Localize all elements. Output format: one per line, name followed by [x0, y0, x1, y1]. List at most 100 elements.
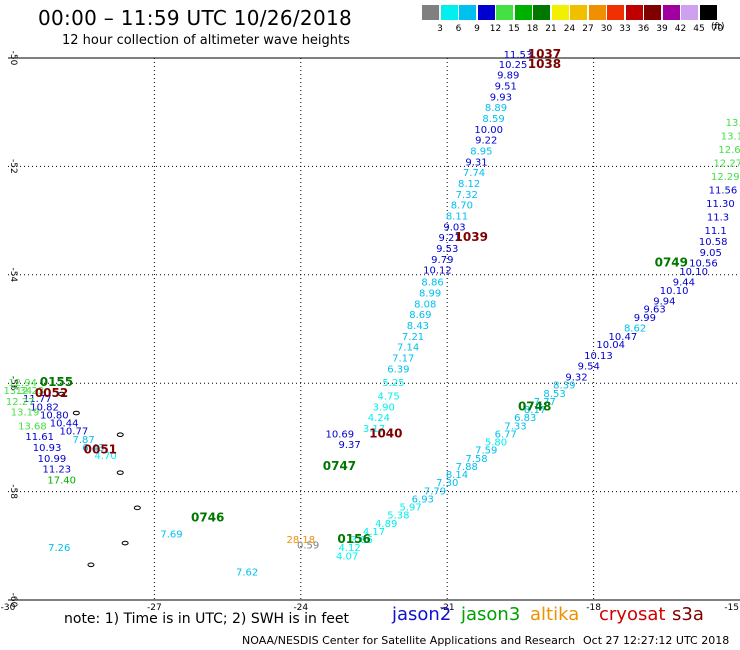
wave-height-label: 7.69: [160, 530, 182, 541]
pass-id-label: 0749: [655, 256, 688, 270]
wave-height-label: 13.20: [726, 118, 740, 129]
wave-height-label: 10.93: [33, 443, 62, 454]
x-tick-label: -27: [147, 603, 162, 613]
island-shape: [116, 432, 124, 437]
legend-s3a: s3a: [672, 604, 704, 625]
wave-height-label: 4.07: [336, 551, 358, 562]
wave-height-label: 12.27: [6, 397, 35, 408]
wave-height-label: 10.99: [38, 454, 67, 465]
wave-height-label: 9.93: [490, 92, 512, 103]
wave-height-label: 6.93: [412, 494, 434, 505]
y-tick-label: -52: [8, 159, 18, 174]
wave-height-label: 7.58: [465, 454, 487, 465]
wave-height-label: 8.14: [446, 470, 468, 481]
colorbar-swatch: [514, 5, 533, 20]
wave-height-label: 6.77: [495, 429, 517, 440]
colorbar-label: 42: [674, 24, 687, 34]
wave-height-label: 7.30: [436, 478, 458, 489]
wave-height-label: 3.17: [363, 424, 385, 435]
wave-height-label: 9.53: [436, 244, 458, 255]
credit-center: NOAA/NESDIS Center for Satellite Applica…: [242, 634, 576, 647]
wave-height-label: 17.40: [47, 475, 76, 486]
wave-height-label: 8.43: [407, 321, 429, 332]
y-tick-label: -54: [8, 267, 18, 282]
wave-height-label: 9.99: [634, 313, 656, 324]
colorbar-label: 6: [455, 24, 462, 34]
wave-height-label: 6.83: [514, 413, 536, 424]
pass-id-label: 0052: [35, 386, 68, 400]
colorbar-swatch: [459, 5, 477, 20]
wave-height-label: 7.33: [504, 421, 526, 432]
colorbar-label: 15: [508, 24, 520, 34]
wave-height-label: 9.44: [673, 278, 695, 289]
wave-height-label: 11.77: [23, 394, 52, 405]
wave-height-label: 9.32: [565, 372, 587, 383]
wave-height-label: 0.59: [297, 541, 319, 552]
colorbar-unit: (ft): [711, 22, 725, 32]
wave-height-label: 9.37: [338, 440, 360, 451]
colorbar-swatch: [477, 5, 496, 20]
colorbar-label: 36: [637, 24, 650, 34]
wave-height-label: 4.17: [363, 527, 385, 538]
colorbar-label: 45: [693, 24, 705, 34]
colorbar-swatch: [644, 5, 662, 20]
colorbar-label: 30: [600, 24, 613, 34]
wave-height-label: 3.86: [351, 535, 373, 546]
y-tick-label: -58: [8, 484, 18, 499]
wave-height-label: 11.56: [709, 186, 738, 197]
colorbar-label: 27: [582, 24, 594, 34]
x-tick-label: -21: [440, 603, 455, 613]
colorbar-label: 33: [619, 24, 631, 34]
wave-height-label: 11.3: [707, 213, 729, 224]
island-shape: [72, 410, 80, 416]
wave-height-label: 4.12: [338, 543, 360, 554]
wave-height-label: 11.1: [704, 226, 726, 237]
wave-height-label: 9.03: [443, 222, 465, 233]
y-tick-label: -50: [8, 51, 18, 66]
pass-id-label: 1038: [528, 57, 561, 71]
wave-height-label: 9.51: [495, 81, 517, 92]
pass-id-label: 1037: [528, 47, 561, 61]
wave-height-label: 10.12: [423, 266, 452, 277]
chart-subtitle: 12 hour collection of altimeter wave hei…: [62, 33, 350, 48]
pass-id-label: 0747: [323, 459, 356, 473]
colorbar-swatch: [699, 5, 718, 20]
colorbar-label: 3: [437, 24, 443, 34]
colorbar-swatch: [607, 5, 625, 20]
wave-height-label: 4.75: [378, 391, 400, 402]
wave-height-label: 9.63: [643, 305, 665, 316]
wave-height-label: 10.77: [60, 427, 89, 438]
wave-height-label: 7.79: [424, 486, 446, 497]
wave-height-label: 12.27: [713, 158, 740, 169]
colorbar-swatch: [625, 5, 644, 20]
wave-height-label: 11.53: [504, 50, 533, 61]
wave-height-label: 10.04: [596, 340, 625, 351]
island-shape: [58, 391, 66, 397]
wave-height-label: 8.89: [485, 103, 507, 114]
colorbar-swatch: [422, 5, 440, 20]
pass-id-label: 0155: [40, 375, 73, 389]
wave-height-label: 10.44: [50, 419, 79, 430]
legend-jason2: jason2: [392, 604, 452, 625]
wave-height-label: 6.39: [387, 364, 409, 375]
wave-height-label: 9.31: [465, 157, 487, 168]
wave-height-label: 7.26: [48, 543, 70, 554]
wave-height-label: 8.39: [553, 381, 575, 392]
wave-height-label: 11.23: [42, 465, 71, 476]
wave-height-label: 8.59: [482, 114, 504, 125]
colorbar-label: 24: [563, 24, 576, 34]
wave-height-label: 8.62: [624, 324, 646, 335]
wave-height-label: 10.56: [689, 259, 718, 270]
colorbar-swatch: [533, 5, 551, 20]
wave-height-label: 4.89: [375, 519, 397, 530]
wave-height-label: 10.00: [474, 125, 503, 136]
wave-height-label: 8.86: [421, 278, 443, 289]
wave-height-label: 12.29: [711, 172, 740, 183]
wave-height-label: 7.21: [402, 332, 424, 343]
colorbar-swatch: [588, 5, 607, 20]
wave-height-label: 10.47: [609, 332, 638, 343]
colorbar-label: 21: [545, 24, 557, 34]
wave-height-label: 10.80: [40, 410, 69, 421]
wave-height-label: 10.13: [584, 351, 613, 362]
legend-altika: altika: [530, 604, 580, 625]
